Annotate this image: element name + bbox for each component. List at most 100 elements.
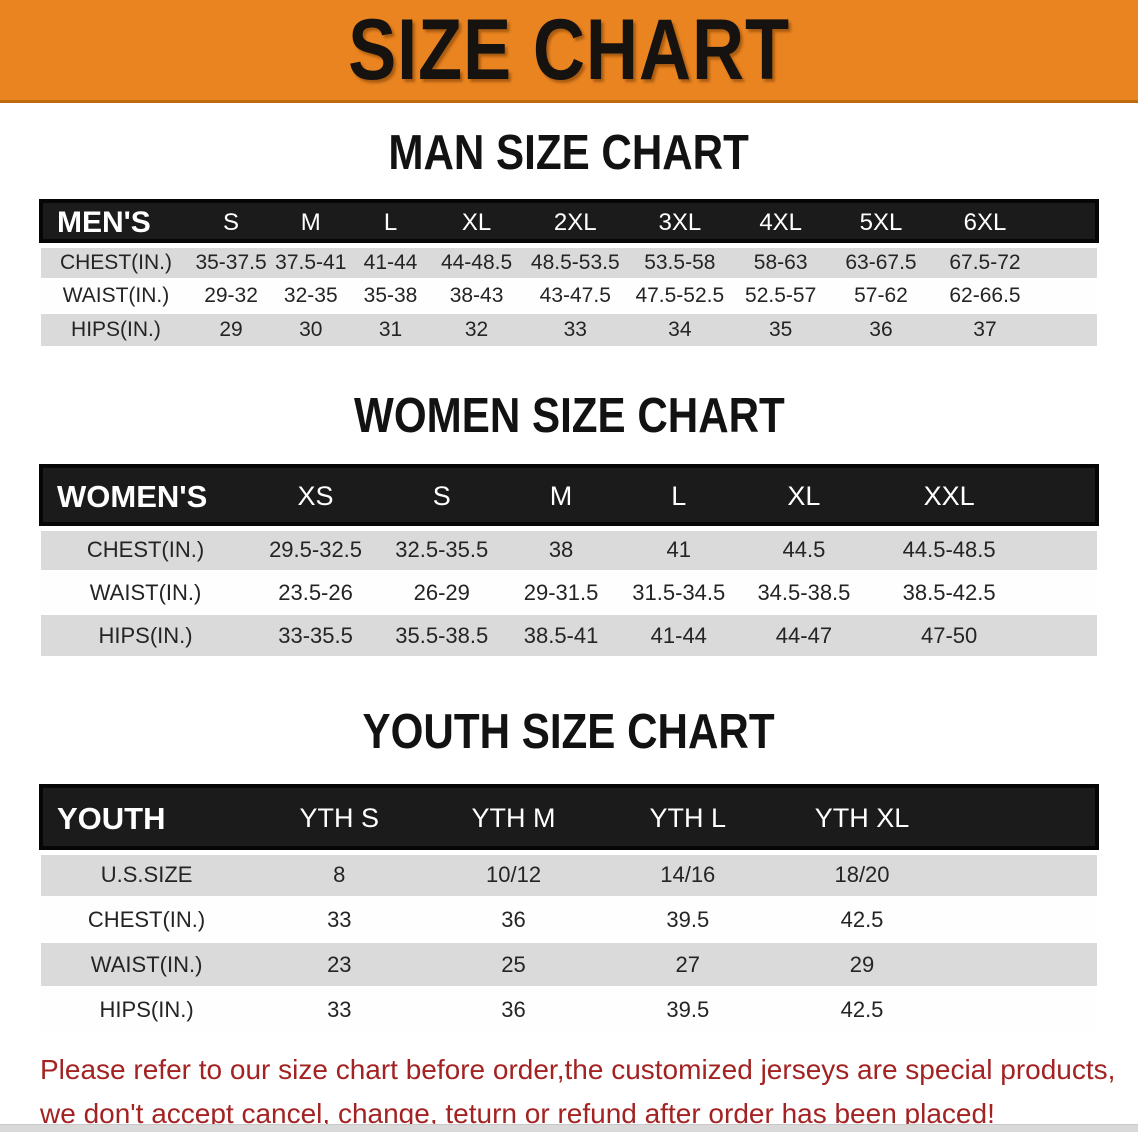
youth-measurement-row: U.S.SIZE 8 10/12 14/16 18/20: [41, 852, 1097, 897]
men-cell: 53.5-58: [644, 250, 716, 274]
women-size-table: WOMEN'S XS S M L XL XXL CHEST(IN.) 29.5-32.5 32.5…: [38, 464, 1099, 658]
youth-cell: 39.5: [666, 996, 710, 1022]
men-cell: 43-47.5: [539, 284, 611, 307]
men-size-column-header: S: [190, 199, 272, 248]
men-cell: 35-37.5: [195, 250, 267, 274]
youth-cell: 14/16: [660, 862, 716, 888]
men-row-filler: [1038, 279, 1097, 313]
men-size-column-header: XL: [430, 199, 523, 248]
men-size-column-header: 6XL: [932, 199, 1038, 248]
men-cell: 52.5-57: [745, 284, 817, 307]
page-title: SIZE CHART: [348, 1, 790, 98]
men-cell: 31: [378, 318, 403, 341]
men-cell: 30: [299, 318, 323, 341]
women-row-filler: [1028, 614, 1097, 657]
youth-size-column-header: YTH XL: [774, 784, 950, 855]
men-row-filler: [1038, 245, 1097, 279]
women-cell: 38.5-41: [523, 622, 599, 648]
women-cell: 41-44: [650, 622, 707, 648]
men-cell: 38-43: [449, 284, 504, 307]
men-row-filler: [1038, 313, 1097, 347]
men-cell: 37: [973, 318, 997, 341]
women-row-label: CHEST(IN.): [86, 537, 205, 563]
women-cell: 44.5: [782, 537, 826, 563]
men-cell: 48.5-53.5: [530, 250, 620, 274]
youth-cell: 42.5: [840, 996, 884, 1022]
men-row-label: WAIST(IN.): [62, 284, 170, 307]
women-cell: 41: [666, 537, 692, 563]
women-cell: 38.5-42.5: [902, 579, 996, 605]
men-cell: 67.5-72: [949, 250, 1021, 274]
men-cell: 32: [464, 318, 489, 341]
disclaimer-line-1: Please refer to our size chart before or…: [40, 1054, 1116, 1085]
youth-size-column-header: YTH L: [600, 784, 775, 855]
youth-row-label: U.S.SIZE: [100, 862, 193, 888]
women-cell: 35.5-38.5: [395, 622, 489, 648]
youth-header-filler: [949, 784, 1099, 855]
youth-row-label: WAIST(IN.): [90, 951, 203, 977]
youth-cell: 10/12: [486, 862, 542, 888]
youth-cell: 8: [333, 862, 346, 888]
youth-cell: 29: [849, 951, 875, 977]
men-cell: 29: [219, 318, 243, 341]
women-cell: 32.5-35.5: [395, 537, 489, 563]
men-header-filler: [1037, 199, 1100, 248]
women-header-filler: [1028, 464, 1099, 531]
women-measurement-row: HIPS(IN.) 33-35.5 35.5-38.5 38.5-41 41-44 44-…: [41, 614, 1097, 657]
youth-section-title: YOUTH SIZE CHART: [0, 704, 1138, 760]
men-cell: 47.5-52.5: [635, 284, 725, 307]
women-cell: 33-35.5: [278, 622, 353, 648]
women-row-label: HIPS(IN.): [98, 622, 193, 648]
youth-size-column-header: YTH M: [426, 784, 601, 855]
men-section-title: MAN SIZE CHART: [0, 125, 1138, 181]
women-row-label: WAIST(IN.): [89, 579, 202, 605]
men-cell: 35-38: [363, 284, 418, 307]
youth-size-column-header: YTH S: [252, 784, 427, 855]
women-cell: 47-50: [920, 622, 978, 648]
banner: SIZE CHART: [0, 0, 1138, 103]
women-cell: 31.5-34.5: [632, 579, 726, 605]
men-cell: 29-32: [204, 284, 258, 307]
youth-header-row: YOUTH YTH S YTH M YTH L YTH XL: [38, 784, 1099, 855]
men-cell: 63-67.5: [845, 250, 917, 274]
women-size-column-header: S: [381, 464, 503, 531]
youth-row-filler: [949, 897, 1097, 942]
women-measurement-row: CHEST(IN.) 29.5-32.5 32.5-35.5 38 41 44.5 44.5…: [41, 528, 1097, 571]
bottom-edge-strip: [0, 1124, 1138, 1132]
youth-cell: 27: [675, 951, 701, 977]
men-header-row: MEN'S S M L XL 2XL 3XL 4XL 5XL 6XL: [39, 199, 1100, 248]
youth-cell: 39.5: [666, 906, 710, 932]
women-cell: 29.5-32.5: [269, 537, 363, 563]
youth-size-table: YOUTH YTH S YTH M YTH L YTH XL U.S.SIZE 8 10/12…: [38, 784, 1099, 1033]
men-cell: 32-35: [283, 284, 338, 307]
youth-cell: 33: [327, 996, 352, 1022]
youth-section-title-text: YOUTH SIZE CHART: [362, 705, 776, 759]
women-size-column-header: XXL: [869, 464, 1029, 531]
youth-cell: 36: [501, 996, 526, 1022]
women-header-row: WOMEN'S XS S M L XL XXL: [38, 464, 1099, 531]
men-size-column-header: 4XL: [731, 199, 830, 248]
women-cell: 44.5-48.5: [902, 537, 996, 563]
men-row-label: CHEST(IN.): [59, 250, 172, 274]
women-cell: 26-29: [413, 579, 470, 605]
youth-measurement-row: HIPS(IN.) 33 36 39.5 42.5: [41, 987, 1097, 1032]
men-row-label: HIPS(IN.): [71, 318, 161, 341]
men-size-column-header: M: [271, 199, 351, 248]
men-cell: 33: [563, 318, 587, 341]
women-row-filler: [1028, 571, 1097, 614]
youth-cell: 42.5: [840, 906, 884, 932]
men-size-column-header: 2XL: [522, 199, 629, 248]
men-cell: 36: [869, 318, 893, 341]
men-size-column-header: 3XL: [628, 199, 732, 248]
men-cell: 58-63: [753, 250, 808, 274]
men-cell: 44-48.5: [440, 250, 513, 274]
women-size-column-header: XS: [250, 464, 382, 531]
men-cell: 41-44: [363, 250, 418, 274]
youth-table-label: YOUTH: [38, 784, 253, 855]
women-table-label: WOMEN'S: [38, 464, 251, 531]
men-cell: 62-66.5: [949, 284, 1021, 307]
women-measurement-row: WAIST(IN.) 23.5-26 26-29 29-31.5 31.5-34.5 34…: [41, 571, 1097, 614]
men-size-column-header: L: [350, 199, 431, 248]
youth-row-filler: [949, 987, 1097, 1032]
